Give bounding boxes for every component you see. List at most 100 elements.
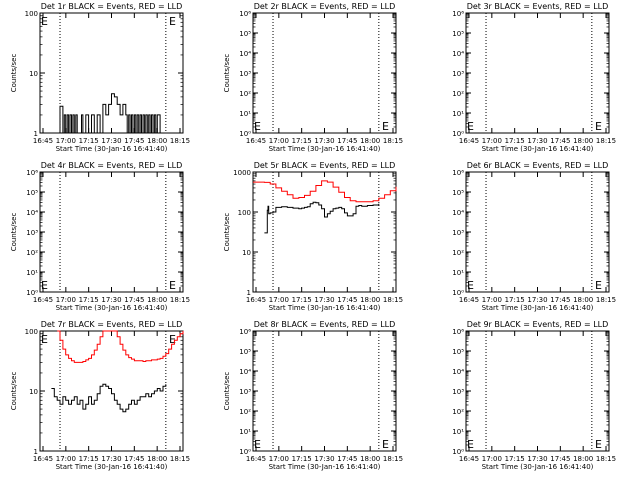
x-tick-label: 18:00 [147, 137, 167, 145]
y-tick-label: 10⁶ [239, 328, 251, 336]
e-marker: E [467, 438, 474, 451]
x-tick-label: 17:15 [292, 455, 312, 463]
e-marker: E [41, 333, 48, 346]
x-tick-label: 16:45 [459, 137, 479, 145]
e-marker: E [595, 120, 602, 133]
y-axis-label: Counts/sec [223, 372, 231, 411]
x-tick-label: 18:15 [170, 137, 190, 145]
e-marker: E [41, 279, 48, 292]
x-tick-label: 16:45 [246, 296, 266, 304]
y-tick-label: 10⁰ [239, 130, 251, 138]
series-red-line [253, 180, 397, 203]
y-tick-label: 10² [452, 249, 464, 257]
e-marker: E [169, 15, 176, 28]
y-axis-label: Counts/sec [10, 372, 18, 411]
x-axis-label: Start Time (30-Jan-16 16:41:40) [269, 145, 381, 153]
y-tick-label: 10³ [26, 229, 38, 237]
x-tick-label: 17:45 [550, 455, 570, 463]
x-axis-label: Start Time (30-Jan-16 16:41:40) [56, 145, 168, 153]
x-tick-label: 18:00 [573, 296, 593, 304]
x-tick-label: 17:15 [79, 296, 99, 304]
x-tick-label: 18:15 [383, 137, 403, 145]
y-tick-label: 10⁶ [26, 169, 38, 177]
y-tick-label: 10⁶ [239, 10, 251, 18]
panel-det-4: Det 4r BLACK = Events, RED = LLD 10⁰ 10¹ 10… [10, 161, 190, 312]
y-tick-label: 10⁰ [239, 448, 251, 456]
x-axis-label: Start Time (30-Jan-16 16:41:40) [56, 304, 168, 312]
y-tick-label: 10¹ [26, 269, 38, 277]
e-marker: E [254, 120, 261, 133]
y-tick-label: 10⁵ [452, 189, 464, 197]
panel-det-9: Det 9r BLACK = Events, RED = LLD 10⁰ 10¹ 10… [452, 320, 616, 471]
y-tick-label: 10⁵ [239, 30, 251, 38]
x-tick-label: 17:15 [79, 455, 99, 463]
panel-title: Det 1r BLACK = Events, RED = LLD [41, 2, 183, 11]
x-tick-label: 17:00 [482, 455, 502, 463]
y-tick-label: 10⁰ [452, 448, 464, 456]
e-marker: E [254, 438, 261, 451]
y-tick-label: 10⁵ [26, 189, 38, 197]
y-tick-label: 10⁴ [452, 209, 464, 217]
x-tick-label: 18:00 [360, 296, 380, 304]
plot-frame [39, 171, 184, 293]
panel-det-1: Det 1r BLACK = Events, RED = LLD 1 10 100 16… [10, 2, 190, 153]
y-tick-label: 10⁰ [452, 289, 464, 297]
y-axis-label: Counts/sec [10, 54, 18, 93]
y-tick-label: 10² [26, 249, 38, 257]
x-tick-label: 17:15 [505, 455, 525, 463]
y-tick-label: 1 [247, 289, 251, 297]
panel-det-7: Det 7r BLACK = Events, RED = LLD 1 10 100 16… [10, 320, 190, 471]
x-tick-label: 17:00 [269, 455, 289, 463]
plot-frame [39, 12, 184, 134]
y-tick-label: 10⁴ [239, 368, 251, 376]
panel-det-2: Det 2r BLACK = Events, RED = LLD 10⁰ 10¹ 10… [223, 2, 403, 153]
x-tick-label: 17:30 [101, 455, 121, 463]
e-marker: E [41, 15, 48, 28]
x-tick-label: 17:00 [269, 296, 289, 304]
x-axis-label: Start Time (30-Jan-16 16:41:40) [56, 463, 168, 471]
y-axis-label: Counts/sec [223, 213, 231, 252]
plot-frame [465, 171, 610, 293]
panel-det-6: Det 6r BLACK = Events, RED = LLD 10⁰ 10¹ 10… [452, 161, 616, 312]
x-axis-label: Start Time (30-Jan-16 16:41:40) [269, 304, 381, 312]
x-tick-label: 18:15 [170, 455, 190, 463]
y-tick-label: 10³ [452, 388, 464, 396]
x-tick-label: 17:45 [124, 137, 144, 145]
series-black-line [51, 383, 167, 413]
y-tick-label: 10⁴ [239, 50, 251, 58]
x-tick-label: 16:45 [246, 455, 266, 463]
x-tick-label: 17:45 [337, 296, 357, 304]
x-tick-label: 18:00 [147, 296, 167, 304]
y-tick-label: 10³ [452, 229, 464, 237]
e-marker: E [595, 438, 602, 451]
y-tick-label: 10¹ [452, 269, 464, 277]
y-tick-label: 10² [452, 90, 464, 98]
panel-title: Det 5r BLACK = Events, RED = LLD [254, 161, 396, 170]
y-tick-label: 10³ [452, 70, 464, 78]
panel-title: Det 7r BLACK = Events, RED = LLD [41, 320, 183, 329]
x-tick-label: 17:45 [124, 296, 144, 304]
x-tick-label: 18:15 [170, 296, 190, 304]
y-tick-label: 10 [29, 70, 38, 78]
panel-det-8: Det 8r BLACK = Events, RED = LLD 10⁰ 10¹ 10… [223, 320, 403, 471]
panel-title: Det 4r BLACK = Events, RED = LLD [41, 161, 183, 170]
x-tick-label: 18:15 [596, 137, 616, 145]
x-tick-label: 18:00 [147, 455, 167, 463]
panel-title: Det 9r BLACK = Events, RED = LLD [467, 320, 609, 329]
x-tick-label: 17:45 [337, 137, 357, 145]
y-tick-label: 1 [34, 448, 38, 456]
x-tick-label: 17:00 [482, 137, 502, 145]
x-tick-label: 17:00 [56, 455, 76, 463]
x-tick-label: 17:30 [314, 296, 334, 304]
y-tick-label: 100 [25, 328, 38, 336]
panel-title: Det 2r BLACK = Events, RED = LLD [254, 2, 396, 11]
x-tick-label: 17:30 [527, 455, 547, 463]
plot-frame [252, 171, 397, 293]
y-tick-label: 10⁴ [452, 368, 464, 376]
series-red-line [57, 330, 184, 363]
x-tick-label: 18:15 [596, 296, 616, 304]
plot-frame [252, 330, 397, 452]
y-tick-label: 10⁶ [452, 328, 464, 336]
x-tick-label: 17:30 [527, 137, 547, 145]
